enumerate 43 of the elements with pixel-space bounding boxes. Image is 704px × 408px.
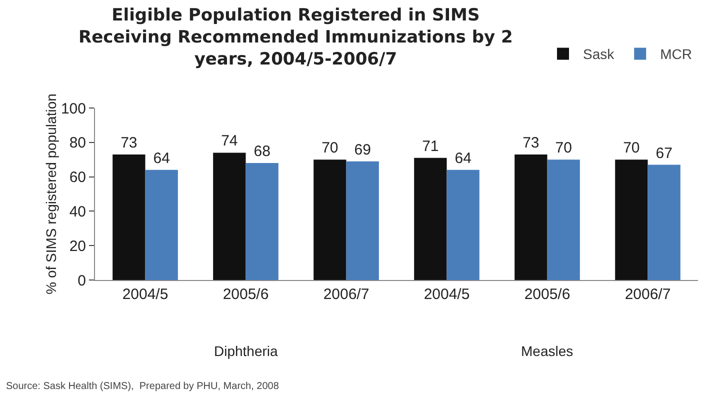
source-note: Source: Sask Health (SIMS), Prepared by PHU, March, 2008 (6, 381, 280, 392)
bar (314, 160, 346, 280)
bar (514, 154, 548, 280)
bar (346, 161, 379, 280)
bar (648, 164, 680, 280)
x-tick-label: 2005/6 (222, 286, 269, 303)
y-tick-label: 40 (69, 203, 86, 220)
text: Measles (521, 343, 574, 359)
y-tick-label: 20 (69, 238, 86, 255)
data-label: 64 (454, 150, 472, 167)
data-label: 70 (555, 140, 572, 157)
bar (414, 158, 447, 280)
y-tick-label: 100 (60, 100, 86, 118)
y-tick-label: 80 (69, 134, 86, 152)
bar (246, 163, 278, 280)
data-label: 70 (322, 140, 338, 157)
bar (615, 160, 648, 280)
data-label: 64 (153, 150, 170, 167)
text: Diphtheria (214, 343, 278, 359)
bar (145, 170, 178, 280)
y-tick-label: 0 (78, 272, 86, 290)
bar (446, 170, 480, 280)
data-label: 68 (254, 143, 270, 160)
x-tick-label: 2006/7 (323, 286, 370, 303)
data-label: 69 (354, 141, 371, 158)
bar (547, 160, 580, 280)
y-tick-label: 60 (69, 169, 86, 186)
chart-title: Eligible Population Registered in SIMS Receiving Recommended Immunizations by 2 years, 2004/5-2006/7 (78, 5, 513, 70)
x-tick-label: 2005/6 (524, 286, 570, 303)
data-label: 70 (623, 140, 640, 157)
legend-label: Sask (583, 46, 616, 62)
data-label: 73 (120, 134, 138, 152)
x-tick-label: 2006/7 (624, 286, 671, 303)
data-label: 73 (522, 134, 540, 152)
x-tick-label: 2004/5 (424, 286, 470, 303)
data-label: 67 (656, 144, 672, 162)
bar (213, 152, 246, 280)
data-label: 74 (221, 132, 238, 150)
data-label: 71 (422, 138, 439, 155)
x-tick-label: 2004/5 (122, 286, 168, 303)
y-axis-title: % of SIMS registered population (42, 94, 59, 294)
legend-label: MCR (660, 46, 692, 62)
bar (112, 154, 146, 280)
